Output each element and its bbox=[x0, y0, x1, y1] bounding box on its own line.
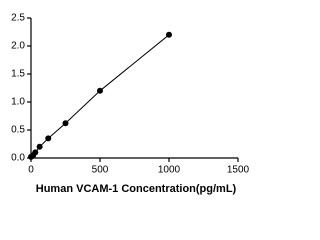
x-axis-label: Human VCAM-1 Concentration(pg/mL) bbox=[36, 183, 237, 195]
chart: Human VCAM-1 Concentration(pg/mL) 0.0 0.5… bbox=[11, 13, 250, 195]
x-tick-label: 0 bbox=[28, 165, 34, 176]
y-tick-label: 1.5 bbox=[11, 69, 25, 80]
data-point bbox=[62, 120, 69, 127]
y-tick-label: 2.5 bbox=[11, 13, 25, 24]
x-tick-label: 1500 bbox=[227, 165, 250, 176]
data-point bbox=[97, 87, 103, 94]
y-tick-label: 1.0 bbox=[11, 97, 25, 108]
data-point bbox=[45, 135, 52, 142]
y-tick-label: 0.0 bbox=[11, 153, 25, 164]
x-tick-label: 500 bbox=[92, 165, 109, 176]
x-tick-label: 1000 bbox=[158, 165, 181, 176]
y-tick-label: 2.0 bbox=[11, 41, 25, 52]
y-tick-label: 0.5 bbox=[11, 125, 25, 136]
data-point bbox=[166, 31, 172, 38]
fit-line bbox=[30, 34, 170, 158]
data-point bbox=[36, 143, 43, 150]
data-point bbox=[32, 149, 39, 156]
